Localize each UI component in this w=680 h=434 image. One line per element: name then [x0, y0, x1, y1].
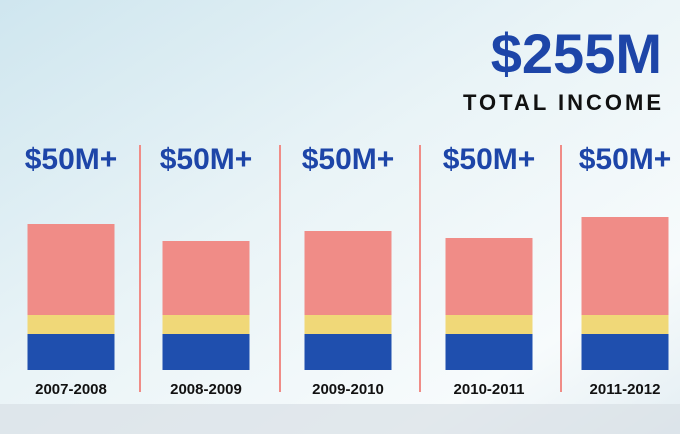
bar-segment	[581, 217, 669, 315]
bar-segment	[304, 315, 392, 334]
x-tick-label: 2011-2012	[590, 381, 661, 398]
bar-segment	[162, 315, 250, 334]
bar-segment	[445, 334, 533, 370]
column-label: $50M+	[302, 143, 395, 176]
bar-segment	[581, 315, 669, 334]
bar-segment	[27, 334, 115, 370]
bar-segment	[581, 334, 669, 370]
x-tick-label: 2009-2010	[312, 381, 384, 398]
x-tick-label: 2008-2009	[170, 381, 242, 398]
bar-segment	[445, 315, 533, 334]
column-label: $50M+	[25, 143, 118, 176]
bar-segment	[162, 241, 250, 315]
bar-segment	[304, 334, 392, 370]
column-label: $50M+	[443, 143, 536, 176]
x-tick-label: 2010-2011	[454, 381, 525, 398]
column-label: $50M+	[579, 143, 672, 176]
separators	[139, 145, 562, 392]
bar-segment	[162, 334, 250, 370]
subtitle: TOTAL INCOME	[463, 90, 664, 115]
bar-segment	[445, 238, 533, 315]
bar-segment	[304, 231, 392, 315]
x-tick-label: 2007-2008	[35, 381, 107, 398]
headline: $255M	[491, 22, 662, 85]
bar-segment	[27, 315, 115, 334]
column-label: $50M+	[160, 143, 253, 176]
bar-segment	[27, 224, 115, 315]
bottom-band	[0, 404, 680, 434]
